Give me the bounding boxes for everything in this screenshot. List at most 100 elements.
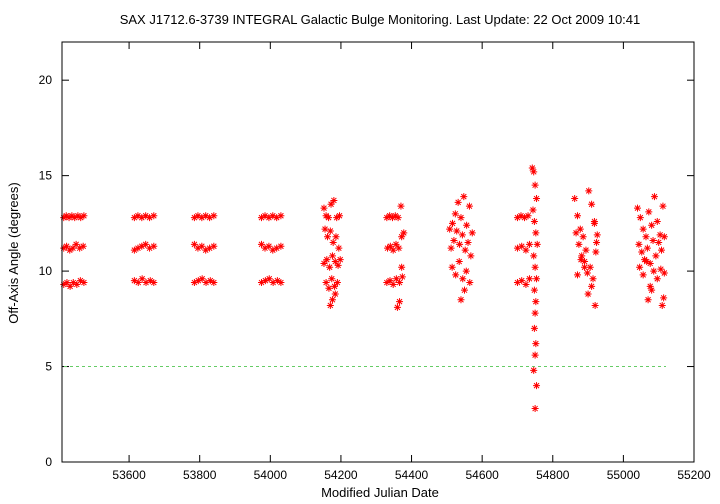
data-point bbox=[660, 269, 668, 277]
data-point bbox=[202, 279, 210, 287]
data-point bbox=[530, 168, 538, 176]
data-point bbox=[138, 242, 146, 250]
data-point bbox=[463, 221, 471, 229]
data-point bbox=[592, 248, 600, 256]
y-tick-label: 15 bbox=[39, 169, 53, 183]
x-tick-label: 55000 bbox=[607, 468, 641, 482]
data-point bbox=[530, 366, 538, 374]
data-point bbox=[582, 246, 590, 254]
data-point bbox=[190, 240, 198, 248]
data-point bbox=[391, 212, 399, 220]
data-point bbox=[331, 282, 339, 290]
data-point bbox=[518, 242, 526, 250]
data-point bbox=[577, 256, 585, 264]
data-point bbox=[206, 277, 214, 285]
plot-frame bbox=[61, 41, 695, 463]
data-point bbox=[636, 214, 644, 222]
data-point bbox=[584, 290, 592, 298]
data-point bbox=[649, 237, 657, 245]
data-point bbox=[636, 263, 644, 271]
data-point bbox=[333, 279, 341, 287]
data-point bbox=[60, 280, 68, 288]
data-point bbox=[325, 284, 333, 292]
data-point bbox=[588, 200, 596, 208]
data-point bbox=[335, 244, 343, 252]
data-point bbox=[138, 214, 146, 222]
axis-tick-labels: 53600 53800 54000 54200 54400 54600 54800 55000… bbox=[39, 73, 711, 482]
data-point bbox=[396, 279, 404, 287]
data-point bbox=[63, 242, 71, 250]
data-point bbox=[130, 246, 138, 254]
data-point bbox=[150, 242, 158, 250]
data-point bbox=[525, 275, 533, 283]
data-point bbox=[578, 252, 586, 260]
data-point bbox=[518, 277, 526, 285]
data-point bbox=[327, 200, 335, 208]
data-point bbox=[588, 282, 596, 290]
data-point bbox=[273, 244, 281, 252]
data-point bbox=[581, 258, 589, 266]
data-point bbox=[394, 214, 402, 222]
data-point bbox=[333, 214, 341, 222]
data-point bbox=[194, 212, 202, 220]
data-point bbox=[452, 271, 460, 279]
y-tick-label: 20 bbox=[39, 73, 53, 87]
data-point bbox=[467, 252, 475, 260]
data-point bbox=[533, 240, 541, 248]
data-point bbox=[583, 269, 591, 277]
data-point bbox=[653, 217, 661, 225]
data-point bbox=[451, 210, 459, 218]
data-point bbox=[206, 214, 214, 222]
data-point bbox=[513, 279, 521, 287]
data-point bbox=[76, 277, 84, 285]
data-point bbox=[80, 212, 88, 220]
data-point bbox=[265, 275, 273, 283]
data-point bbox=[395, 244, 403, 252]
data-point bbox=[210, 212, 218, 220]
y-tick-label: 10 bbox=[39, 264, 53, 278]
data-point bbox=[448, 263, 456, 271]
data-point bbox=[142, 279, 150, 287]
data-point bbox=[634, 204, 642, 212]
data-point bbox=[457, 296, 465, 304]
data-point bbox=[531, 181, 539, 189]
data-point bbox=[269, 246, 277, 254]
data-point bbox=[531, 351, 539, 359]
data-point bbox=[336, 212, 344, 220]
data-point bbox=[646, 282, 654, 290]
data-point bbox=[322, 279, 330, 287]
data-point bbox=[448, 219, 456, 227]
data-point bbox=[648, 221, 656, 229]
data-point bbox=[383, 214, 391, 222]
data-point bbox=[658, 246, 666, 254]
data-point bbox=[202, 212, 210, 220]
data-point bbox=[328, 296, 336, 304]
data-point bbox=[326, 227, 334, 235]
data-point bbox=[384, 244, 392, 252]
data-point bbox=[328, 275, 336, 283]
data-points bbox=[60, 164, 668, 413]
data-point bbox=[389, 246, 397, 254]
data-point bbox=[324, 233, 332, 241]
data-point bbox=[461, 246, 469, 254]
data-point bbox=[146, 277, 154, 285]
data-point bbox=[643, 258, 651, 266]
data-point bbox=[383, 279, 391, 287]
data-point bbox=[581, 263, 589, 271]
data-point bbox=[575, 240, 583, 248]
data-point bbox=[572, 229, 580, 237]
data-point bbox=[530, 286, 538, 294]
data-point bbox=[66, 282, 74, 290]
data-point bbox=[320, 259, 328, 267]
data-point bbox=[648, 286, 656, 294]
data-point bbox=[388, 214, 396, 222]
data-point bbox=[590, 219, 598, 227]
data-point bbox=[589, 275, 597, 283]
data-point bbox=[320, 204, 328, 212]
data-point bbox=[517, 212, 525, 220]
data-point bbox=[645, 208, 653, 216]
data-point bbox=[465, 202, 473, 210]
data-point bbox=[642, 233, 650, 241]
data-point bbox=[646, 259, 654, 267]
data-point bbox=[326, 301, 334, 309]
